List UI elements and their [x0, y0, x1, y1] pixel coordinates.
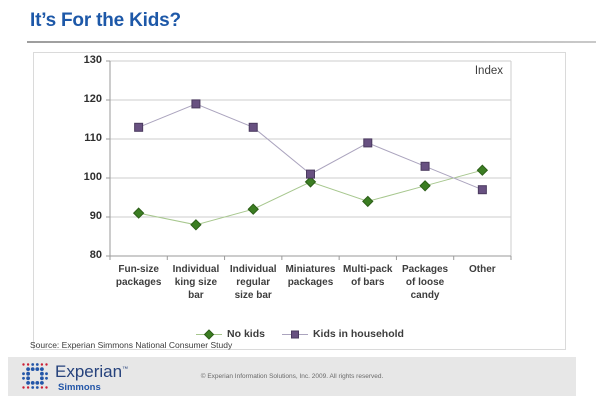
logo-dot: [22, 376, 25, 380]
diamond-marker: [419, 180, 431, 192]
logo-dot: [26, 381, 30, 385]
logo-dot: [35, 363, 39, 366]
logo-dot: [31, 363, 35, 366]
logo-dot: [30, 381, 35, 385]
y-tick-label: 100: [83, 171, 102, 183]
diamond-marker: [132, 207, 145, 219]
y-tick-label: 80: [89, 249, 102, 261]
trademark-symbol: ™: [122, 366, 129, 373]
logo-dot: [40, 386, 44, 389]
legend-item-kids-in-household: Kids in household: [281, 328, 404, 340]
x-axis-label: Fun-size packages: [115, 264, 162, 288]
title-divider: [27, 41, 596, 43]
logo-dot: [35, 381, 40, 385]
y-tick-label: 120: [83, 93, 102, 105]
logo-dot: [22, 386, 25, 389]
sub-brand-name: Simmons: [58, 382, 101, 393]
chart-legend: No kids Kids in household: [34, 328, 565, 340]
logo-dot: [40, 376, 44, 381]
square-marker: [290, 330, 299, 338]
logo-dot: [26, 367, 30, 371]
square-marker: [306, 169, 315, 179]
square-marker: [191, 99, 201, 109]
logo-dot: [22, 372, 25, 376]
legend-label: No kids: [227, 328, 265, 340]
y-tick-label: 90: [89, 210, 102, 222]
x-axis-label: Other: [468, 264, 496, 275]
square-marker: [134, 122, 144, 132]
line-chart-plot: [106, 60, 512, 260]
legend-item-no-kids: No kids: [195, 328, 265, 340]
chart-container: Index 80 90 100 110 120 130 Fun-size packages…: [33, 52, 566, 350]
diamond-marker: [190, 219, 202, 231]
brand-text: Experian: [55, 362, 123, 381]
x-axis-label: Packages of loose candy: [401, 264, 449, 301]
logo-dot: [30, 367, 35, 371]
y-tick-label: 130: [83, 54, 102, 66]
logo-dot: [45, 386, 48, 389]
experian-logo-icon: [22, 363, 48, 389]
x-axis-label: Miniatures packages: [285, 264, 336, 288]
square-marker: [248, 122, 258, 132]
page-title: It’s For the Kids?: [30, 10, 181, 31]
x-axis-label: Individual regular size bar: [229, 264, 277, 301]
logo-dot: [35, 367, 40, 371]
x-axis-label: Multi-pack of bars: [343, 264, 393, 288]
legend-label: Kids in household: [312, 328, 404, 340]
source-note: Source: Experian Simmons National Consum…: [30, 340, 233, 350]
logo-dot: [31, 386, 35, 389]
square-marker: [363, 138, 373, 148]
plot-corner-label: Index: [474, 65, 503, 77]
square-marker: [477, 185, 487, 195]
brand-name: Experian™: [55, 362, 128, 382]
square-legend-icon: [281, 330, 308, 338]
diamond-marker: [476, 164, 489, 176]
logo-dot: [40, 363, 44, 366]
square-marker: [420, 161, 430, 171]
diamond-marker: [203, 328, 215, 340]
logo-dot: [26, 371, 30, 376]
logo-dot: [35, 386, 39, 389]
x-axis-label: Individual king size bar: [172, 264, 220, 301]
logo-dot: [45, 363, 48, 366]
logo-dot: [40, 371, 44, 376]
logo-dot: [26, 376, 30, 381]
logo-dot: [45, 372, 48, 376]
logo-dot: [40, 367, 44, 371]
logo-dot: [40, 381, 44, 385]
logo-dot: [22, 363, 25, 366]
logo-dot: [26, 386, 30, 389]
diamond-marker: [304, 176, 317, 188]
x-axis-labels: Fun-size packages Individual king size ba…: [110, 263, 511, 302]
diamond-marker: [247, 203, 259, 215]
y-tick-label: 110: [84, 132, 102, 144]
footer-bar: Experian™ Simmons © Experian Information…: [8, 357, 576, 396]
copyright-text: © Experian Information Solutions, Inc. 2…: [200, 373, 384, 380]
diamond-legend-icon: [196, 328, 223, 340]
logo-dot: [45, 376, 48, 380]
diamond-marker: [362, 195, 374, 208]
logo-dot: [26, 363, 30, 366]
